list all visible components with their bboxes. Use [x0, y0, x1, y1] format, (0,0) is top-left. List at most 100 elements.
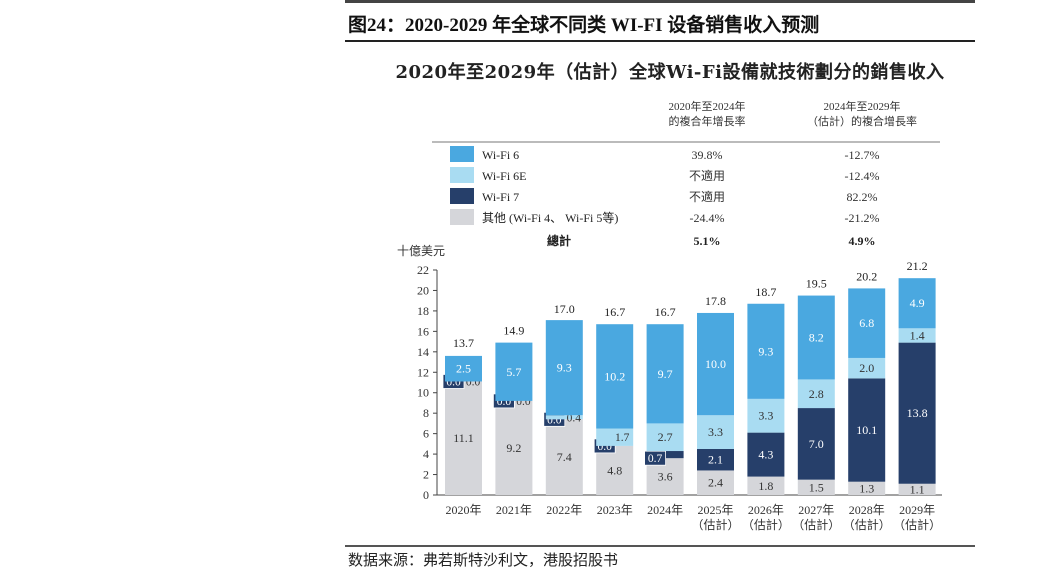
x-tick-label: 2023年 — [597, 503, 633, 517]
bar-segment — [697, 470, 734, 495]
bar-segment — [848, 378, 886, 482]
x-tick-label: 2021年 — [496, 503, 532, 517]
y-tick-label: 6 — [423, 427, 429, 441]
bar-value-label: 9.3 — [557, 361, 572, 375]
legend-label: 其他 (Wi-Fi 4、 Wi-Fi 5等) — [482, 211, 618, 225]
legend-cagr-2024-2029: -12.4% — [845, 169, 880, 183]
bar-value-label: 2.4 — [708, 476, 723, 490]
y-tick-label: 14 — [417, 345, 429, 359]
bar-segment — [697, 415, 734, 449]
legend-swatch — [450, 209, 474, 225]
bar-total-label: 16.7 — [604, 305, 625, 319]
bar-segment — [848, 481, 886, 495]
bar-total-label: 20.2 — [856, 269, 877, 283]
legend-cagr-2020-2024: 不適用 — [689, 189, 725, 204]
legend-label: Wi-Fi 7 — [482, 190, 519, 204]
x-tick-label: 2022年 — [546, 503, 582, 517]
bar-segment — [898, 278, 936, 329]
bar-segment — [797, 295, 835, 380]
cagr-header-2020-2024: 的複合年增長率 — [669, 114, 746, 128]
legend-cagr-2024-2029: 82.2% — [847, 190, 878, 204]
legend-cagr-2020-2024: -24.4% — [690, 211, 725, 225]
y-tick-label: 12 — [417, 365, 429, 379]
bar-segment — [545, 419, 583, 495]
bar-value-label: 9.2 — [506, 441, 521, 455]
bar-value-label: 8.2 — [809, 331, 824, 345]
legend-label: Wi-Fi 6 — [482, 148, 519, 162]
bar-value-label: 9.7 — [658, 367, 673, 381]
bar-value-label: 11.1 — [453, 431, 474, 445]
bar-value-label: 1.8 — [758, 479, 773, 493]
legend-cagr-2024-2029: -12.7% — [845, 148, 880, 162]
legend-swatch — [450, 188, 474, 204]
x-tick-sublabel: （估計） — [893, 517, 941, 532]
title-rule — [345, 40, 975, 42]
bar-segment — [495, 400, 533, 495]
x-tick-sublabel: （估計） — [843, 517, 891, 532]
bar-value-label: 3.3 — [708, 425, 723, 439]
bar-segment — [747, 398, 785, 433]
bar-value-label: 9.3 — [758, 344, 773, 358]
bar-value-label: 10.0 — [705, 357, 726, 371]
y-tick-label: 2 — [423, 468, 429, 482]
y-tick-label: 0 — [423, 488, 429, 502]
bar-segment — [898, 483, 936, 495]
x-tick-label: 2028年 — [849, 503, 885, 517]
bar-segment — [747, 303, 785, 399]
x-tick-label: 2026年 — [748, 503, 784, 517]
bar-segment — [747, 476, 785, 495]
bar-segment — [797, 479, 835, 495]
bar-segment — [697, 312, 734, 416]
y-tick-label: 8 — [423, 406, 429, 420]
bar-value-label: 0.7 — [648, 453, 663, 465]
x-tick-label: 2029年 — [899, 503, 935, 517]
bar-value-label: 7.4 — [557, 450, 572, 464]
bar-segment — [697, 448, 734, 471]
bar-segment — [848, 357, 886, 379]
legend-cagr-2020-2024: 不適用 — [689, 168, 725, 183]
cagr-header-2020-2024: 2020年至2024年 — [669, 99, 746, 113]
legend-label: Wi-Fi 6E — [482, 169, 527, 183]
bar-segment — [495, 342, 533, 401]
y-tick-label: 18 — [417, 304, 429, 318]
x-tick-sublabel: （估計） — [742, 517, 790, 532]
bar-value-label: 7.0 — [809, 437, 824, 451]
legend-cagr-2020-2024: 39.8% — [692, 148, 723, 162]
bar-segment — [747, 432, 785, 477]
bar-value-label: 3.3 — [758, 409, 773, 423]
bar-value-label: 1.4 — [910, 328, 925, 342]
source-note: 数据来源：弗若斯特沙利文，港股招股书 — [348, 551, 619, 569]
bar-value-label: 1.3 — [859, 481, 874, 495]
y-tick-label: 4 — [423, 447, 429, 461]
bar-segment — [898, 342, 936, 484]
y-tick-label: 16 — [417, 324, 429, 338]
total-label: 總計 — [547, 233, 571, 248]
x-tick-label: 2024年 — [647, 503, 683, 517]
bar-segment — [797, 408, 835, 480]
bar-segment — [545, 320, 583, 416]
bar-segment — [646, 423, 684, 452]
x-tick-label: 2025年 — [697, 503, 733, 517]
chart-title: 2020年至2029年（估計）全球Wi-Fi設備就技術劃分的銷售收入 — [395, 62, 945, 83]
bar-value-label: 4.8 — [607, 463, 622, 477]
bar-value-label: 2.7 — [658, 430, 673, 444]
bar-segment — [646, 324, 684, 424]
bar-value-label: 5.7 — [506, 365, 521, 379]
bar-total-label: 14.9 — [503, 324, 524, 338]
legend-cagr-2024-2029: -21.2% — [845, 211, 880, 225]
figure-title: 图24：2020-2029 年全球不同类 WI-FI 设备销售收入预测 — [348, 15, 820, 36]
bar-value-label: 13.8 — [907, 406, 928, 420]
bar-total-label: 19.5 — [806, 277, 827, 291]
bar-value-label: 10.1 — [856, 423, 877, 437]
bar-value-label: 2.0 — [859, 361, 874, 375]
legend-swatch — [450, 167, 474, 183]
bar-total-label: 17.0 — [554, 302, 575, 316]
y-tick-label: 22 — [417, 263, 429, 277]
legend-swatch — [450, 146, 474, 162]
bar-total-label: 17.8 — [705, 294, 726, 308]
bar-segment — [596, 324, 634, 429]
x-tick-label: 2020年 — [445, 503, 481, 517]
bar-segment — [596, 428, 634, 446]
bar-segment — [848, 288, 886, 358]
